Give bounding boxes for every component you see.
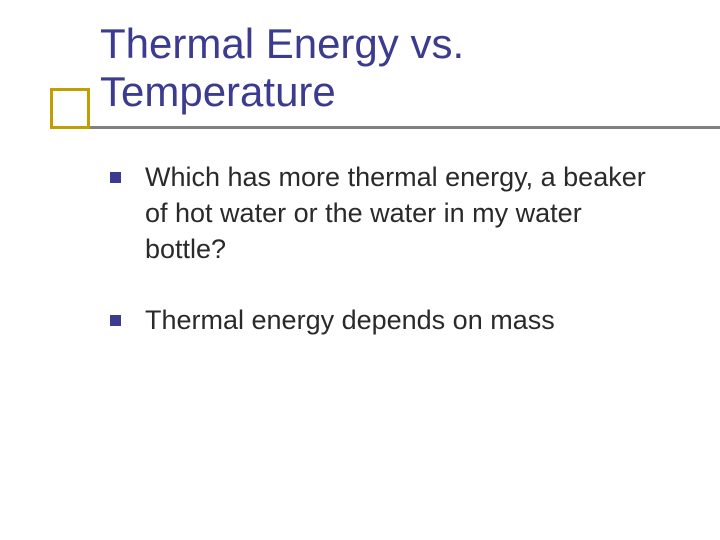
bullet-item: Which has more thermal energy, a beaker … — [110, 159, 660, 268]
bullet-text: Thermal energy depends on mass — [145, 302, 555, 338]
slide-title: Thermal Energy vs. Temperature — [100, 20, 680, 117]
title-accent-square — [50, 88, 90, 129]
bullet-text: Which has more thermal energy, a beaker … — [145, 159, 660, 268]
slide: Thermal Energy vs. Temperature Which has… — [0, 0, 720, 540]
bullet-item: Thermal energy depends on mass — [110, 302, 660, 338]
square-bullet-icon — [110, 315, 121, 326]
title-block: Thermal Energy vs. Temperature — [50, 20, 680, 129]
slide-body: Which has more thermal energy, a beaker … — [50, 159, 680, 339]
title-underline — [90, 126, 720, 129]
square-bullet-icon — [110, 172, 121, 183]
